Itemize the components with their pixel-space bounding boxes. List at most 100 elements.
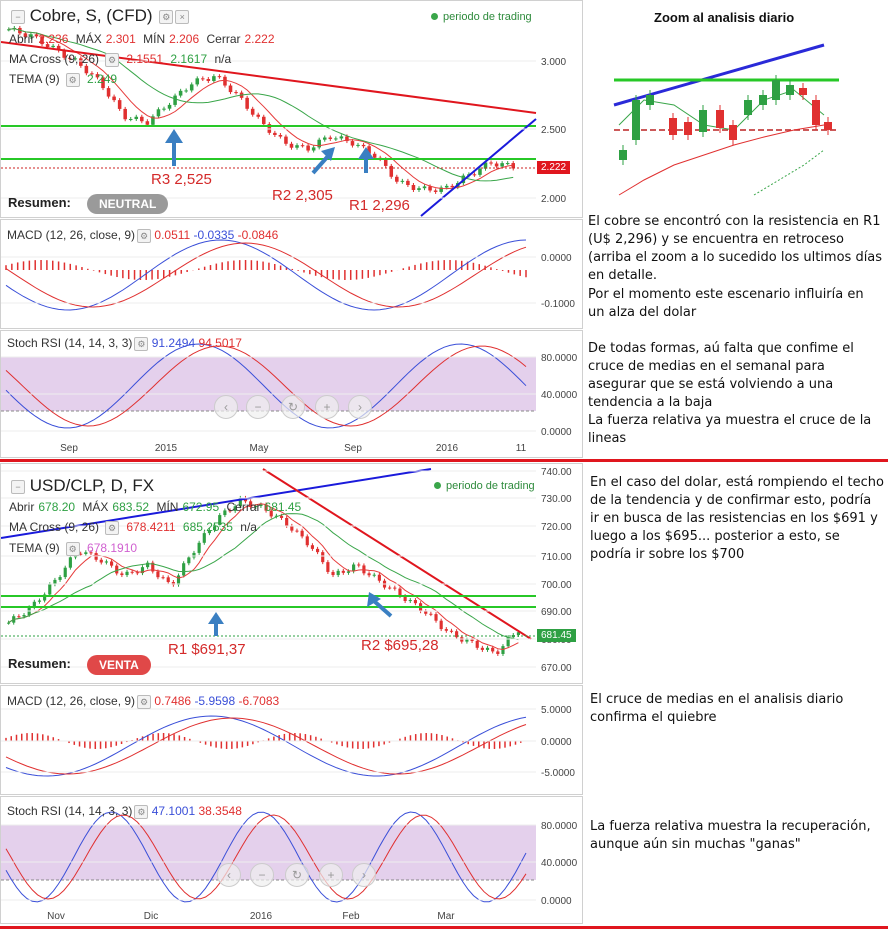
- candle: [356, 142, 360, 148]
- y-tick-label: 40.0000: [541, 858, 578, 869]
- candle: [494, 161, 499, 169]
- tema-label: TEMA (9): [9, 541, 60, 555]
- collapse-icon[interactable]: −: [11, 9, 25, 24]
- candle: [262, 114, 266, 127]
- candle: [786, 80, 794, 100]
- candle: [112, 94, 116, 103]
- collapse-icon[interactable]: −: [11, 479, 25, 494]
- candle: [228, 508, 232, 513]
- settings-icon[interactable]: ⚙: [134, 804, 149, 819]
- candle: [417, 186, 421, 192]
- candle: [173, 93, 177, 107]
- y-tick-label: 700.00: [541, 580, 572, 591]
- candle: [17, 614, 21, 619]
- stoch-d-line: [5, 345, 527, 427]
- candle: [744, 95, 752, 120]
- y-tick-label: 0.0000: [541, 737, 572, 748]
- candle: [48, 582, 52, 597]
- settings-icon[interactable]: ⚙: [134, 336, 149, 351]
- settings-icon[interactable]: ⚙: [159, 9, 174, 24]
- signal-line: [5, 717, 527, 775]
- reset-icon[interactable]: ↻: [285, 863, 309, 887]
- resistance-trendline: [1, 41, 537, 114]
- candle: [491, 645, 495, 654]
- candle: [189, 82, 194, 93]
- candle: [84, 550, 88, 556]
- macd-v1: 0.7486: [154, 694, 192, 708]
- settings-icon[interactable]: ⚙: [65, 72, 80, 87]
- candle: [23, 31, 28, 39]
- copper-stoch-panel: 80.0000 40.0000 0.0000 Sep 2015 May Sep 2016 11…: [0, 330, 583, 458]
- scroll-right-icon[interactable]: ›: [352, 863, 376, 887]
- cerrar-value: 2.222: [244, 32, 275, 46]
- ma-cross-v1: 2.1551: [126, 52, 164, 66]
- candle: [89, 550, 93, 556]
- period-label: periodo de trading: [434, 480, 535, 492]
- ma-cross-v1: 678.4211: [126, 520, 176, 534]
- candle: [439, 618, 443, 632]
- candle: [37, 598, 42, 604]
- zoom-in-icon[interactable]: +: [315, 395, 339, 419]
- candle: [408, 598, 412, 604]
- candle: [7, 620, 11, 625]
- candle: [79, 56, 83, 68]
- settings-icon[interactable]: ⚙: [65, 541, 80, 556]
- candle: [202, 531, 206, 545]
- settings-icon[interactable]: ⚙: [105, 520, 120, 535]
- zoom-out-icon[interactable]: −: [250, 863, 274, 887]
- note-top-1: El cobre se encontró con la resistencia …: [588, 214, 883, 283]
- candle: [167, 102, 172, 111]
- y-tick-label: 0.0000: [541, 253, 572, 264]
- resumen-label: Resumen:: [8, 656, 71, 671]
- tema-label: TEMA (9): [9, 72, 60, 86]
- candle: [269, 508, 273, 519]
- candle: [63, 565, 67, 580]
- min-value: 672.95: [182, 500, 220, 514]
- candle: [411, 183, 416, 192]
- zoom-out-icon[interactable]: −: [246, 395, 270, 419]
- y-tick-label: 3.000: [541, 57, 566, 68]
- candle: [646, 90, 654, 110]
- candle: [53, 577, 57, 587]
- close-icon[interactable]: ×: [175, 9, 190, 24]
- x-tick-label: Nov: [47, 911, 65, 922]
- settings-icon[interactable]: ⚙: [105, 52, 120, 67]
- copper-macd-panel: 0.0000 -0.1000 MACD (12, 26, close, 9) ⚙ 0…: [0, 219, 583, 329]
- scroll-left-icon[interactable]: ‹: [214, 395, 238, 419]
- candle: [489, 160, 493, 166]
- abrir-value: 2.236: [38, 32, 69, 46]
- candle: [361, 142, 366, 149]
- candle: [334, 136, 338, 141]
- annotation-r2: R2 $695,28: [361, 637, 439, 654]
- annotation-r2: R2 2,305: [272, 187, 333, 204]
- zoom-in-icon[interactable]: +: [319, 863, 343, 887]
- candle: [134, 114, 139, 122]
- x-tick-label: Feb: [342, 911, 360, 922]
- stoch-k-line: [5, 343, 527, 429]
- candle: [101, 75, 105, 91]
- candle: [372, 572, 376, 578]
- settings-icon[interactable]: ⚙: [137, 228, 152, 243]
- y-tick-label: -0.1000: [541, 299, 575, 310]
- candle: [201, 76, 205, 82]
- arrow-r1: [208, 612, 224, 636]
- scroll-right-icon[interactable]: ›: [348, 395, 372, 419]
- candle: [284, 134, 288, 146]
- note-bottom-2: El cruce de medias en el analisis diario…: [590, 692, 844, 725]
- candle: [328, 135, 333, 141]
- y-tick-label: 690.00: [541, 607, 572, 618]
- x-tick-label: May: [250, 443, 269, 454]
- candle: [799, 83, 807, 100]
- candle: [104, 559, 108, 565]
- settings-icon[interactable]: ⚙: [137, 694, 152, 709]
- section-separator: [0, 459, 888, 462]
- reset-icon[interactable]: ↻: [281, 395, 305, 419]
- stoch-title: Stoch RSI (14, 14, 3, 3): [7, 336, 133, 350]
- candle: [110, 559, 114, 568]
- annotation-r1: R1 2,296: [349, 197, 410, 214]
- candle: [184, 88, 188, 93]
- arrow-r2: [311, 147, 335, 175]
- candle: [322, 135, 327, 142]
- candle: [413, 598, 417, 606]
- scroll-left-icon[interactable]: ‹: [217, 863, 241, 887]
